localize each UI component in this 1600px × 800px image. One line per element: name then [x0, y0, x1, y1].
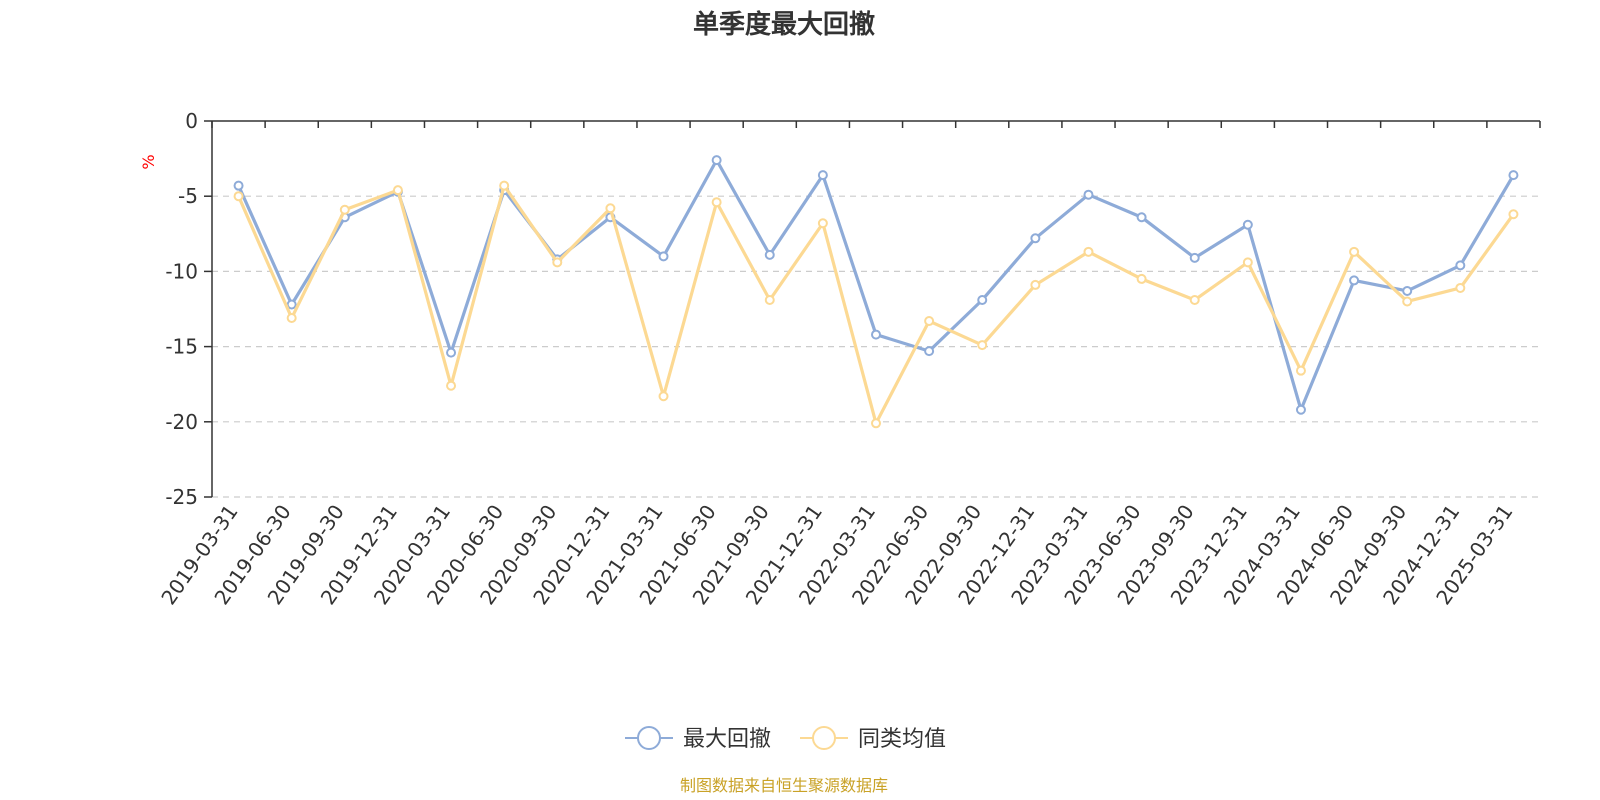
- series-line-1: [237, 158, 1515, 412]
- data-point: [1189, 252, 1200, 263]
- data-point: [446, 347, 457, 358]
- legend-label: 同类均值: [858, 727, 946, 752]
- data-point: [446, 380, 457, 391]
- data-point: [1508, 170, 1519, 181]
- data-point: [764, 294, 775, 305]
- y-tick-label: -10: [165, 259, 198, 283]
- data-point: [1455, 260, 1466, 271]
- data-point: [658, 251, 669, 262]
- data-point: [817, 170, 828, 181]
- y-tick-label: -5: [178, 184, 198, 208]
- data-point: [1455, 282, 1466, 293]
- data-point: [871, 418, 881, 429]
- data-point: [1349, 246, 1360, 257]
- series-line-2: [237, 184, 1515, 425]
- data-source-note: 制图数据来自恒生聚源数据库: [679, 776, 888, 795]
- data-point: [392, 185, 403, 196]
- data-point: [1242, 219, 1253, 230]
- legend-marker: [637, 726, 661, 750]
- data-point: [658, 391, 669, 402]
- data-point: [1349, 275, 1360, 286]
- data-point: [552, 257, 563, 268]
- data-point: [1189, 294, 1200, 305]
- data-point: [1295, 365, 1306, 376]
- data-point: [1402, 296, 1413, 307]
- data-point: [711, 155, 722, 166]
- data-point: [286, 299, 297, 310]
- data-point: [924, 316, 935, 327]
- legend-marker: [812, 726, 836, 750]
- data-point: [1030, 233, 1041, 244]
- y-tick-label: -20: [165, 410, 198, 434]
- y-tick-label: -15: [165, 335, 198, 359]
- data-point: [764, 249, 775, 260]
- data-point: [817, 218, 828, 229]
- legend-label: 最大回撤: [683, 727, 771, 752]
- y-tick-label: 0: [185, 109, 198, 133]
- data-point: [1083, 246, 1094, 257]
- data-point: [924, 346, 935, 357]
- data-point: [1030, 279, 1041, 290]
- data-point: [1136, 273, 1147, 284]
- data-point: [1083, 189, 1094, 200]
- legend: 最大回撤 同类均值: [625, 726, 946, 752]
- data-point: [1508, 209, 1519, 220]
- data-point: [711, 197, 722, 208]
- data-point: [977, 340, 988, 351]
- y-tick-label: -25: [165, 485, 198, 509]
- data-point: [1295, 404, 1306, 415]
- data-point: [233, 180, 244, 191]
- series: [233, 155, 1519, 429]
- data-point: [286, 313, 297, 324]
- data-point: [871, 329, 881, 340]
- data-point: [233, 191, 244, 202]
- data-point: [339, 204, 350, 215]
- data-point: [499, 180, 510, 191]
- data-point: [977, 294, 988, 305]
- data-point: [1402, 285, 1413, 296]
- data-point: [605, 203, 616, 214]
- data-point: [1136, 212, 1147, 223]
- chart-title: 单季度最大回撤: [692, 10, 875, 40]
- axes: 0-5-10-15-20-252019-03-312019-06-302019-…: [156, 109, 1541, 609]
- y-axis-unit-label: %: [139, 154, 158, 169]
- data-point: [1242, 257, 1253, 268]
